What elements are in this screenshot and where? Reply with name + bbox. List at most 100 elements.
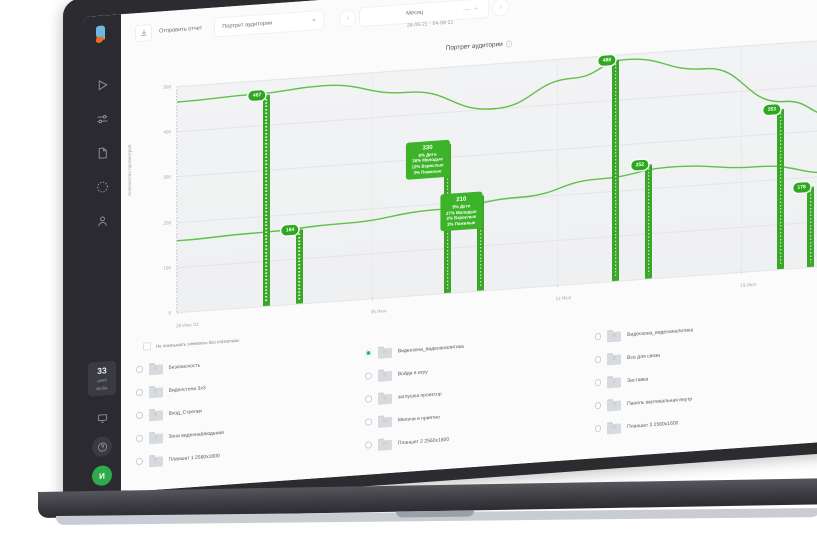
chevron-down-icon [312, 19, 317, 22]
toolbar: Отправить отчет Портрет аудитории ‹ Меся… [121, 0, 817, 54]
prev-period-button[interactable]: ‹ [340, 9, 356, 27]
trial-badge[interactable]: 33 дней пробн. [88, 360, 116, 397]
trend-line [176, 58, 817, 117]
folder-icon: В [148, 385, 163, 398]
bar-pattern [809, 190, 812, 263]
bar-tooltip[interactable]: 330 8% Дети 36% Молодые 12% Взрослые 3% Пожи… [405, 139, 450, 181]
folder-initial: З [383, 394, 387, 401]
bar-pattern [648, 168, 650, 275]
list-item-radio[interactable] [594, 356, 602, 364]
report-type-select[interactable]: Портрет аудитории [215, 10, 324, 37]
list-item-radio[interactable] [136, 434, 143, 442]
folder-icon: З [148, 431, 163, 444]
tooltip-row: 2% Пожилые [447, 219, 476, 227]
bar-pattern [780, 113, 782, 266]
x-axis-tick: 19 Июл [740, 281, 757, 288]
plot-region[interactable]: 0 100 200 300 400 500 467 164 488 252 353 178 330 8% … [163, 38, 817, 315]
bar-pattern [615, 64, 617, 277]
period-increase-button[interactable]: + [474, 5, 479, 13]
x-axis-tick: 28 Июн '21 [176, 321, 199, 329]
list-item-label: Видеозона_видеоаналитика [627, 326, 694, 338]
trial-days: 33 [97, 365, 107, 377]
main-content: Отправить отчет Портрет аудитории ‹ Меся… [121, 0, 817, 493]
folder-initial: П [612, 424, 616, 431]
period-decrease-button[interactable]: — [463, 5, 471, 14]
trial-label-line2: пробн. [95, 384, 109, 391]
sidebar-item-person[interactable] [89, 205, 115, 237]
list-item-label: Видеостена 3x3 [168, 384, 206, 394]
list-item-radio[interactable] [136, 388, 143, 396]
list-item-radio[interactable] [136, 457, 143, 465]
monitor-icon[interactable] [92, 407, 112, 428]
info-icon[interactable]: i [505, 40, 513, 48]
logo-icon[interactable] [94, 25, 110, 46]
sidebar-item-document[interactable] [89, 137, 115, 169]
y-axis-tick: 200 [163, 219, 171, 226]
list-item-radio[interactable] [365, 395, 372, 403]
list-item-label: Безопасность [168, 362, 201, 371]
list-item-radio[interactable] [365, 349, 372, 357]
y-axis-tick: 100 [163, 264, 171, 271]
trend-line [176, 165, 817, 242]
folder-icon: П [377, 437, 392, 451]
list-item-radio[interactable] [365, 418, 372, 426]
laptop-notch [396, 510, 474, 518]
folder-icon: З [607, 375, 622, 388]
list-item-label: Все для связи [627, 352, 660, 361]
export-report-label[interactable]: Отправить отчет [159, 25, 203, 35]
list-item-radio[interactable] [594, 333, 602, 341]
list-item-radio[interactable] [365, 441, 372, 449]
avatar[interactable]: И [92, 464, 112, 487]
bar[interactable] [807, 186, 815, 268]
folder-initial: П [383, 440, 387, 447]
tooltip-row: 3% Пожилые [413, 167, 442, 175]
download-icon[interactable] [135, 23, 152, 42]
sidebar-item-dotted-circle[interactable] [89, 171, 115, 203]
bar[interactable] [777, 109, 785, 270]
x-axis-tickmark [371, 297, 373, 301]
folder-icon: В [607, 352, 622, 365]
chart-title-text: Портрет аудитории [445, 40, 503, 52]
list-item-radio[interactable] [594, 425, 602, 433]
folder-initial: В [153, 411, 158, 418]
list-item-radio[interactable] [136, 365, 143, 373]
y-axis-tick: 400 [163, 129, 171, 135]
sidebar-item-play[interactable] [89, 69, 115, 101]
folder-initial: З [153, 434, 158, 441]
bar-pattern [265, 98, 267, 302]
x-axis-tick: 05 Июл [370, 308, 387, 315]
list-item-radio[interactable] [594, 379, 602, 387]
folder-icon: Б [148, 362, 163, 375]
list-item-label: Заставка [627, 375, 649, 384]
list-item-radio[interactable] [136, 411, 143, 419]
x-axis-tickmark [741, 270, 743, 274]
bar-pattern [298, 233, 300, 300]
folder-initial: В [383, 348, 387, 355]
bar[interactable] [295, 229, 303, 304]
folder-initial: П [612, 401, 616, 408]
list-item-label: Планшет 2 2560x1600 [397, 436, 450, 446]
hide-no-stats-checkbox[interactable] [143, 342, 151, 351]
sidebar-item-sliders[interactable] [89, 103, 115, 135]
help-icon[interactable] [92, 435, 112, 458]
trial-label-line1: дней [97, 377, 107, 384]
period-value: Месяц [406, 9, 424, 17]
bar[interactable] [262, 94, 270, 307]
folder-initial: М [382, 417, 387, 425]
folder-initial: Б [153, 365, 158, 372]
next-period-button[interactable]: › [493, 0, 509, 16]
list-item-label: Зона видеонаблюдения [168, 429, 224, 440]
list-item-radio[interactable] [594, 402, 602, 410]
list-item-label: Планшет 1 2560x1600 [168, 452, 220, 463]
list-item-label: Мелочи в приятно [397, 413, 440, 423]
bar-tooltip[interactable]: 210 9% Дети 27% Молодые 2% Взрослые 2% Пожил… [440, 191, 483, 232]
list-item-radio[interactable] [365, 372, 372, 380]
bar[interactable] [645, 164, 653, 279]
x-axis-tickmark [556, 283, 558, 288]
period-controls: ‹ Месяц — + › 28-06-21 - 04-08-21 [340, 0, 509, 29]
list-item-label: Планшет 3 2560x1600 [627, 419, 679, 430]
bar[interactable] [612, 59, 620, 282]
folder-icon: П [607, 421, 622, 434]
sidebar-nav: 33 дней пробн. И [83, 14, 121, 495]
